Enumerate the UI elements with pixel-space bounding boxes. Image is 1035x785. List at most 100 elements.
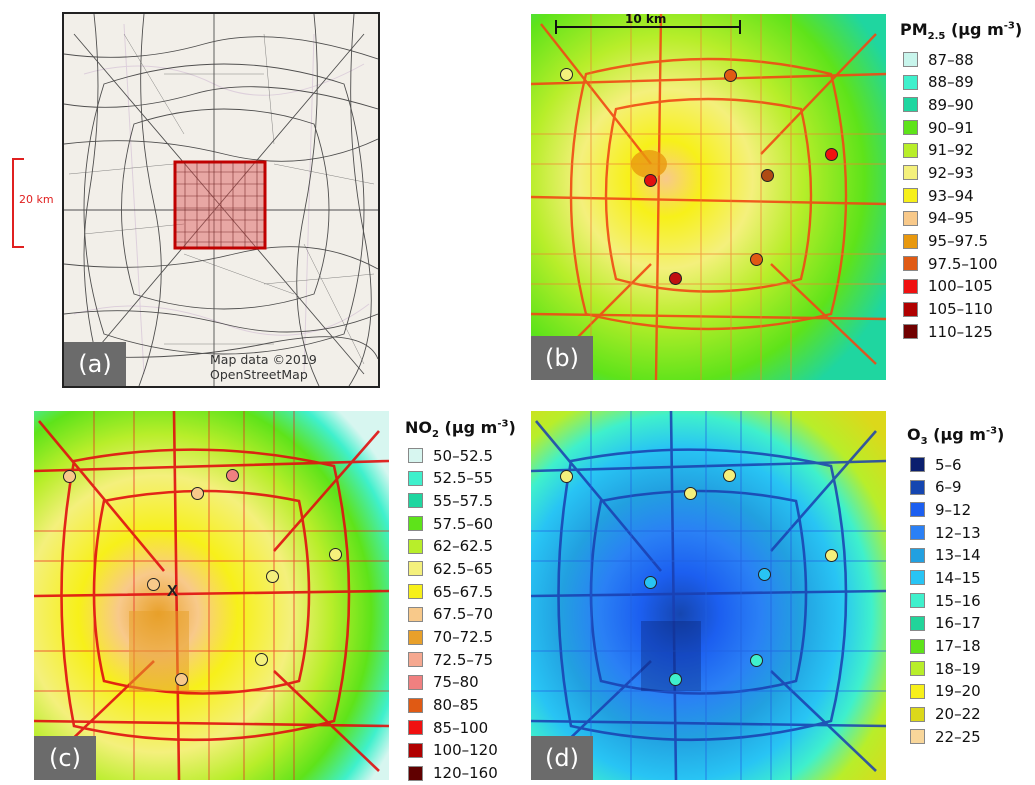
pm25-legend-title: PM2.5 (µg m-3) xyxy=(900,20,1023,43)
monitor-site xyxy=(825,148,838,161)
map-credit-text: Map data ©2019 OpenStreetMap xyxy=(210,352,317,382)
legend-swatch xyxy=(903,165,918,181)
legend-label: 67.5–70 xyxy=(433,605,493,624)
no2-legend: NO2 (µg m-3) 50–52.5 52.5–55 55–57.5 57.5–6… xyxy=(405,418,516,785)
pm25-legend: PM2.5 (µg m-3) 87–88 88–89 89–90 90–91 91–92… xyxy=(900,20,1022,343)
legend-label: 94–95 xyxy=(928,209,974,228)
legend-swatch xyxy=(408,448,423,464)
legend-label: 87–88 xyxy=(928,50,974,69)
legend-item: 105–110 xyxy=(900,298,1022,321)
legend-swatch xyxy=(408,629,423,645)
legend-item: 80–85 xyxy=(405,694,516,717)
legend-swatch xyxy=(408,493,423,509)
legend-item: 17–18 xyxy=(907,635,1004,658)
legend-item: 67.5–70 xyxy=(405,603,516,626)
legend-swatch xyxy=(910,593,925,609)
legend-label: 6–9 xyxy=(935,478,962,497)
legend-swatch xyxy=(903,278,918,294)
monitor-site xyxy=(329,548,342,561)
legend-label: 88–89 xyxy=(928,73,974,92)
legend-swatch xyxy=(408,470,423,486)
legend-swatch xyxy=(910,547,925,563)
monitor-site xyxy=(147,578,160,591)
legend-swatch xyxy=(910,457,925,473)
monitor-site xyxy=(750,654,763,667)
monitor-site xyxy=(560,470,573,483)
monitor-site xyxy=(669,272,682,285)
legend-label: 110–125 xyxy=(928,322,993,341)
legend-swatch xyxy=(903,74,918,90)
legend-swatch xyxy=(408,561,423,577)
legend-item: 19–20 xyxy=(907,680,1004,703)
legend-swatch xyxy=(408,765,423,781)
legend-item: 72.5–75 xyxy=(405,648,516,671)
legend-label: 15–16 xyxy=(935,591,981,610)
legend-label: 16–17 xyxy=(935,614,981,633)
legend-swatch xyxy=(910,479,925,495)
legend-label: 105–110 xyxy=(928,300,993,319)
legend-item: 12–13 xyxy=(907,521,1004,544)
legend-swatch xyxy=(408,720,423,736)
monitor-site xyxy=(723,469,736,482)
legend-label: 52.5–55 xyxy=(433,469,493,488)
legend-swatch xyxy=(903,97,918,113)
monitor-site xyxy=(684,487,697,500)
legend-label: 50–52.5 xyxy=(433,446,493,465)
legend-label: 95–97.5 xyxy=(928,232,988,251)
legend-item: 50–52.5 xyxy=(405,444,516,467)
monitor-site xyxy=(761,169,774,182)
monitor-site xyxy=(175,673,188,686)
legend-item: 20–22 xyxy=(907,703,1004,726)
legend-swatch xyxy=(910,638,925,654)
monitor-site xyxy=(644,174,657,187)
legend-item: 62–62.5 xyxy=(405,535,516,558)
monitor-site xyxy=(750,253,763,266)
legend-label: 17–18 xyxy=(935,637,981,656)
legend-label: 62–62.5 xyxy=(433,537,493,556)
legend-item: 18–19 xyxy=(907,657,1004,680)
x-marker: X xyxy=(167,583,178,600)
legend-swatch xyxy=(910,570,925,586)
monitor-site xyxy=(825,549,838,562)
legend-label: 100–105 xyxy=(928,277,993,296)
legend-label: 90–91 xyxy=(928,118,974,137)
legend-label: 18–19 xyxy=(935,659,981,678)
legend-swatch xyxy=(408,652,423,668)
legend-swatch xyxy=(903,188,918,204)
monitor-site xyxy=(226,469,239,482)
panel-a-road-map: (a) Map data ©2019 OpenStreetMap xyxy=(62,12,380,388)
legend-label: 9–12 xyxy=(935,500,972,519)
legend-swatch xyxy=(408,742,423,758)
legend-label: 12–13 xyxy=(935,523,981,542)
legend-label: 13–14 xyxy=(935,546,981,565)
legend-swatch xyxy=(903,324,918,340)
legend-swatch xyxy=(408,674,423,690)
monitor-site xyxy=(191,487,204,500)
legend-label: 57.5–60 xyxy=(433,514,493,533)
legend-item: 90–91 xyxy=(900,116,1022,139)
legend-swatch xyxy=(408,584,423,600)
panel-d-o3-map: (d) xyxy=(531,411,886,780)
legend-label: 97.5–100 xyxy=(928,254,998,273)
monitor-site xyxy=(724,69,737,82)
legend-swatch xyxy=(903,233,918,249)
legend-label: 75–80 xyxy=(433,673,479,692)
legend-label: 19–20 xyxy=(935,682,981,701)
km-scale-label: 10 km xyxy=(625,14,667,26)
road-network-map xyxy=(64,14,378,386)
panel-b-pm25-map: (b) 10 km xyxy=(531,14,886,380)
legend-item: 55–57.5 xyxy=(405,490,516,513)
panel-d-label: (d) xyxy=(531,736,593,780)
monitor-site xyxy=(560,68,573,81)
legend-item: 120–160 xyxy=(405,762,516,785)
legend-swatch xyxy=(408,538,423,554)
legend-label: 5–6 xyxy=(935,455,962,474)
km-scale-bar: 10 km xyxy=(555,14,741,34)
legend-label: 62.5–65 xyxy=(433,559,493,578)
legend-swatch xyxy=(903,256,918,272)
monitor-site xyxy=(266,570,279,583)
legend-item: 6–9 xyxy=(907,476,1004,499)
legend-swatch xyxy=(408,516,423,532)
o3-legend: O3 (µg m-3) 5–6 6–9 9–12 12–13 13–14 14–15 15–… xyxy=(907,425,1004,748)
legend-item: 65–67.5 xyxy=(405,580,516,603)
